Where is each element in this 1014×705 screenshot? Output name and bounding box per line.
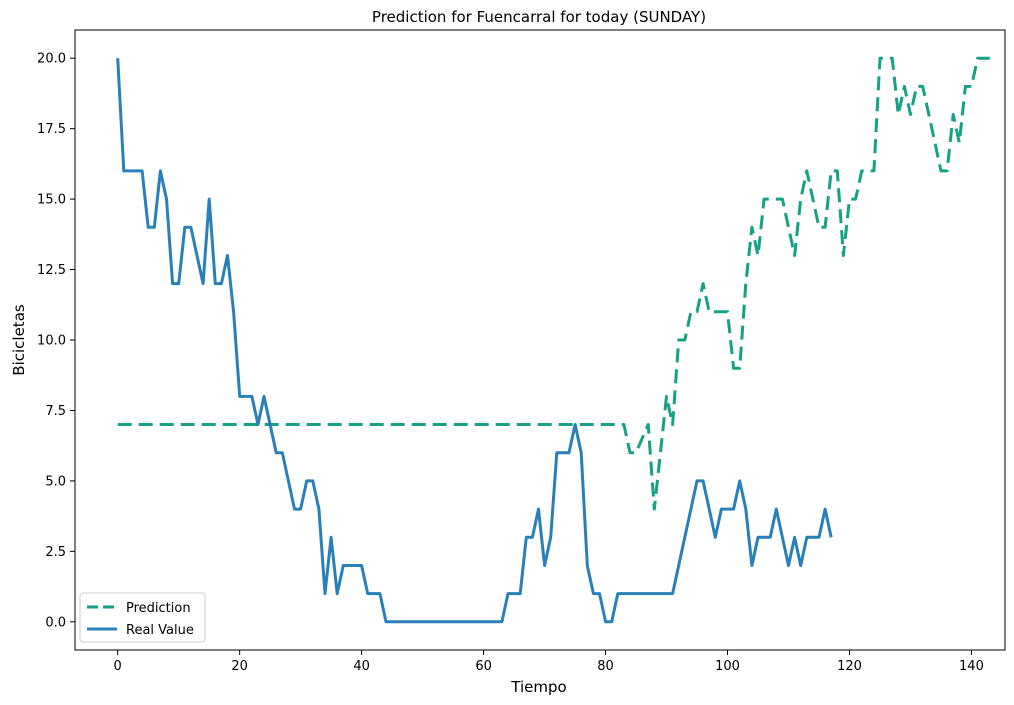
x-axis-label: Tiempo	[510, 678, 566, 696]
x-tick-label: 20	[231, 659, 248, 674]
series-layer	[116, 56, 990, 624]
y-axis-label: Bicicletas	[10, 304, 28, 376]
series-line-0	[117, 56, 990, 511]
chart-title: Prediction for Fuencarral for today (SUN…	[372, 8, 706, 26]
y-tick-label: 10.0	[37, 334, 66, 349]
y-tick-label: 2.5	[45, 545, 66, 560]
y-tick-label: 15.0	[37, 193, 66, 208]
x-tick-label: 40	[353, 659, 370, 674]
legend-label-1: Real Value	[126, 623, 194, 638]
y-tick-label: 17.5	[37, 122, 66, 137]
y-tick-label: 0.0	[45, 615, 66, 630]
legend-label-0: Prediction	[126, 601, 191, 616]
y-axis: 0.0 2.5 5.0 7.5 10.0 12.5 15.0 17.5 20.0	[37, 52, 75, 630]
y-tick-label: 7.5	[45, 404, 66, 419]
y-tick-label: 20.0	[37, 52, 66, 67]
x-tick-label: 0	[114, 659, 122, 674]
x-tick-label: 60	[475, 659, 492, 674]
plot-frame	[74, 29, 1006, 651]
x-tick-label: 120	[837, 659, 862, 674]
legend: Prediction Real Value	[79, 592, 206, 643]
x-tick-label: 80	[597, 659, 614, 674]
series-line-1	[116, 58, 833, 624]
x-tick-label: 140	[959, 659, 984, 674]
x-tick-label: 100	[715, 659, 740, 674]
y-tick-label: 5.0	[45, 474, 66, 489]
y-tick-label: 12.5	[37, 263, 66, 278]
x-axis: 0 20 40 60 80 100 120 140	[114, 650, 984, 674]
